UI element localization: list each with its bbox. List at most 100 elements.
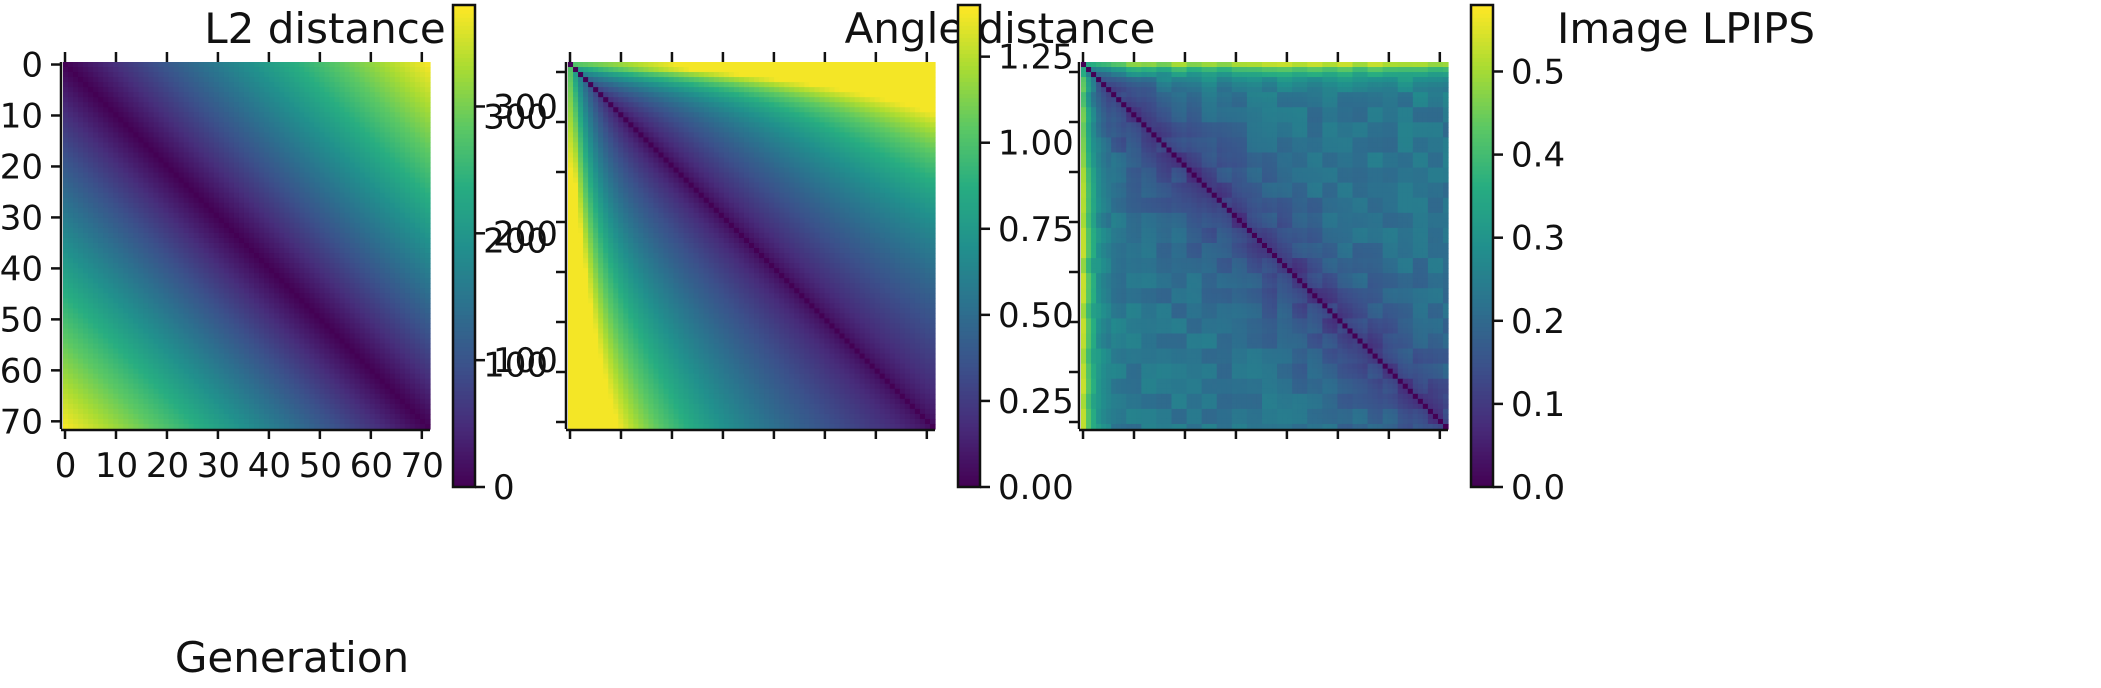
heatmap-cell bbox=[193, 67, 200, 73]
heatmap-cell bbox=[269, 67, 275, 73]
heatmap-cell bbox=[329, 172, 336, 179]
heatmap-cell bbox=[364, 157, 371, 164]
heatmap-cell bbox=[339, 237, 346, 244]
heatmap-cell bbox=[324, 87, 331, 93]
heatmap-cell bbox=[228, 212, 235, 219]
heatmap-cell bbox=[284, 283, 290, 289]
heatmap-cell bbox=[243, 308, 250, 314]
heatmap-cell bbox=[238, 283, 245, 289]
heatmap-cell bbox=[414, 207, 421, 214]
heatmap-cell bbox=[404, 278, 411, 284]
heatmap-cell bbox=[409, 227, 416, 234]
heatmap-cell bbox=[419, 232, 426, 239]
heatmap-cell bbox=[329, 147, 336, 154]
heatmap-cell bbox=[289, 373, 295, 380]
heatmap-cell bbox=[103, 283, 109, 289]
heatmap-cell bbox=[203, 107, 210, 113]
heatmap-cell bbox=[163, 343, 170, 350]
heatmap-cell bbox=[113, 132, 119, 139]
heatmap-cell bbox=[173, 348, 180, 355]
heatmap-cell bbox=[339, 62, 346, 68]
heatmap-cell bbox=[178, 258, 185, 264]
heatmap-cell bbox=[324, 117, 331, 123]
heatmap-cell bbox=[73, 167, 79, 174]
heatmap-cell bbox=[404, 258, 411, 264]
heatmap-cell bbox=[128, 77, 134, 83]
heatmap-cell bbox=[354, 147, 361, 154]
heatmap-cell bbox=[78, 338, 84, 345]
heatmap-cell bbox=[98, 177, 104, 184]
heatmap-cell bbox=[98, 237, 104, 244]
heatmap-cell bbox=[208, 142, 215, 149]
heatmap-cell bbox=[259, 137, 265, 144]
heatmap-cell bbox=[78, 383, 84, 390]
heatmap-cell bbox=[414, 273, 421, 279]
heatmap-cell bbox=[123, 97, 129, 103]
heatmap-cell bbox=[183, 232, 190, 239]
heatmap-cell bbox=[218, 112, 225, 118]
heatmap-cell bbox=[108, 97, 114, 103]
heatmap-cell bbox=[384, 278, 391, 284]
heatmap-cell bbox=[369, 132, 376, 139]
heatmap-cell bbox=[304, 298, 310, 304]
heatmap-cell bbox=[249, 197, 255, 204]
heatmap-cell bbox=[344, 197, 351, 204]
heatmap-cell bbox=[188, 403, 195, 410]
heatmap-cell bbox=[218, 278, 225, 284]
heatmap-cell bbox=[213, 373, 220, 380]
heatmap-cell bbox=[218, 353, 225, 360]
heatmap-cell bbox=[108, 348, 114, 355]
heatmap-cell bbox=[138, 142, 145, 149]
heatmap-cell bbox=[249, 237, 255, 244]
heatmap-cell bbox=[73, 137, 79, 144]
heatmap-cell bbox=[133, 222, 140, 229]
heatmap-cell bbox=[309, 212, 315, 219]
heatmap-cell bbox=[279, 393, 285, 400]
heatmap-cell bbox=[364, 222, 371, 229]
heatmap-cell bbox=[243, 152, 250, 159]
heatmap-cell bbox=[424, 258, 431, 264]
heatmap-cell bbox=[228, 232, 235, 239]
heatmap-cell bbox=[168, 273, 175, 279]
heatmap-cell bbox=[218, 242, 225, 249]
heatmap-cell bbox=[183, 117, 190, 123]
heatmap-cell bbox=[304, 313, 310, 319]
heatmap-cell bbox=[374, 328, 381, 335]
heatmap-cell bbox=[299, 92, 305, 98]
heatmap-cell bbox=[168, 318, 175, 325]
heatmap-cell bbox=[178, 102, 185, 108]
heatmap-cell bbox=[153, 157, 160, 164]
heatmap-cell bbox=[188, 87, 195, 93]
heatmap-cell bbox=[334, 348, 341, 355]
heatmap-cell bbox=[173, 212, 180, 219]
heatmap-cell bbox=[103, 137, 109, 144]
heatmap-cell bbox=[369, 232, 376, 239]
heatmap-cell bbox=[228, 222, 235, 229]
heatmap-cell bbox=[274, 107, 280, 113]
heatmap-cell bbox=[203, 117, 210, 123]
heatmap-cell bbox=[334, 313, 341, 319]
heatmap-cell bbox=[238, 253, 245, 259]
heatmap-cell bbox=[73, 242, 79, 249]
heatmap-cell bbox=[364, 152, 371, 159]
heatmap-cell bbox=[88, 142, 94, 149]
heatmap-cell bbox=[314, 388, 320, 395]
heatmap-cell bbox=[364, 328, 371, 335]
heatmap-cell bbox=[178, 318, 185, 325]
heatmap-cell bbox=[414, 313, 421, 319]
heatmap-cell bbox=[269, 102, 275, 108]
heatmap-cell bbox=[249, 227, 255, 234]
heatmap-cell bbox=[78, 97, 84, 103]
heatmap-cell bbox=[118, 72, 124, 78]
heatmap-cell bbox=[68, 177, 74, 184]
heatmap-cell bbox=[399, 253, 406, 259]
heatmap-cell bbox=[349, 232, 356, 239]
heatmap-cell bbox=[379, 207, 386, 214]
heatmap-cell bbox=[93, 77, 99, 83]
heatmap-cell bbox=[128, 338, 134, 345]
heatmap-cell bbox=[404, 338, 411, 345]
heatmap-cell bbox=[374, 147, 381, 154]
heatmap-cell bbox=[334, 97, 341, 103]
heatmap-cell bbox=[389, 273, 396, 279]
heatmap-cell bbox=[274, 298, 280, 304]
